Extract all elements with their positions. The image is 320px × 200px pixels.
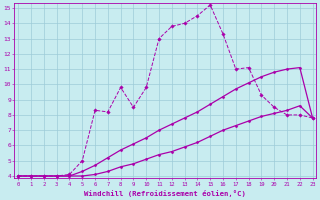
X-axis label: Windchill (Refroidissement éolien,°C): Windchill (Refroidissement éolien,°C) [84,190,246,197]
